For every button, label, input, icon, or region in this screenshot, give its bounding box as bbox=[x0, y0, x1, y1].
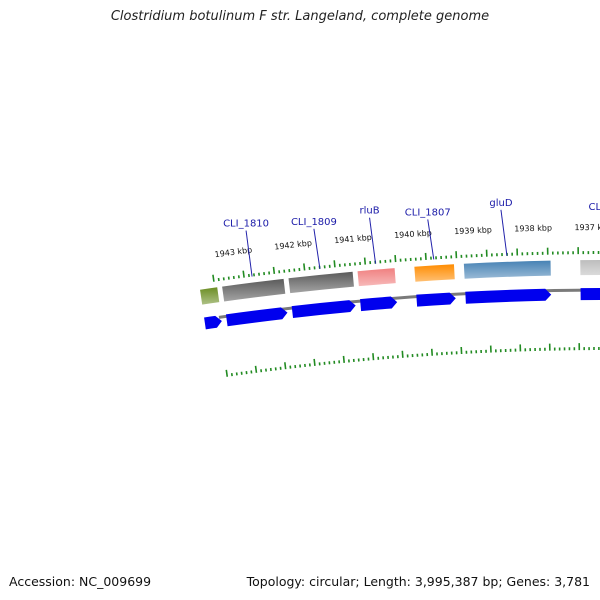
inner-tick bbox=[372, 353, 375, 361]
gene-label: CLI_1810 bbox=[223, 219, 269, 230]
gene-label: CLI_1805 bbox=[588, 202, 600, 213]
cds-arrow bbox=[291, 300, 356, 318]
kbp-label: 1939 kbp bbox=[454, 225, 492, 236]
kbp-label: 1937 kbp bbox=[574, 223, 600, 232]
genome-summary-text: Topology: circular; Length: 3,995,387 bp… bbox=[246, 574, 590, 589]
kbp-label: 1943 kbp bbox=[214, 245, 253, 259]
cds-arrow bbox=[360, 296, 398, 312]
outer-tick bbox=[363, 257, 367, 265]
gene-feature-track bbox=[200, 260, 600, 305]
inner-tick bbox=[313, 358, 316, 366]
gene-feature bbox=[580, 260, 600, 276]
accession-text: Accession: NC_009699 bbox=[9, 574, 152, 589]
gene-feature bbox=[414, 264, 455, 282]
gene-feature bbox=[463, 260, 551, 279]
cds-arrow bbox=[465, 288, 552, 304]
cds-arrow bbox=[204, 315, 222, 330]
label-leader bbox=[500, 209, 508, 256]
gene-labels: CLI_1810 CLI_1809 rluB CLI_1807 gluD CLI_1805… bbox=[223, 198, 600, 277]
gene-feature bbox=[357, 268, 396, 287]
outer-tick bbox=[394, 255, 397, 263]
inner-tick bbox=[401, 350, 404, 358]
kbp-label: 1938 kbp bbox=[514, 224, 552, 234]
cds-arrow bbox=[416, 292, 456, 307]
label-leader bbox=[313, 228, 321, 269]
outer-tick bbox=[272, 266, 276, 274]
outer-tick bbox=[212, 274, 215, 282]
inner-tick bbox=[284, 362, 287, 370]
gene-label: gluD bbox=[489, 198, 512, 209]
kbp-label: 1941 kbp bbox=[334, 233, 372, 245]
cds-track bbox=[204, 288, 600, 330]
outer-tick bbox=[333, 260, 336, 268]
kbp-label: 1942 kbp bbox=[274, 238, 312, 251]
inner-tick bbox=[254, 365, 258, 373]
gene-label: CLI_1807 bbox=[405, 207, 451, 218]
label-leader bbox=[427, 219, 435, 260]
cds-arrow bbox=[580, 288, 600, 301]
kbp-labels: 1943 kbp 1942 kbp 1941 kbp 1940 kbp 1939 kbp… bbox=[214, 223, 600, 259]
gene-label: CLI_1809 bbox=[291, 217, 337, 228]
inner-tick-track bbox=[225, 343, 600, 377]
gene-feature bbox=[288, 271, 354, 294]
label-leader bbox=[245, 230, 253, 277]
gene-label: rluB bbox=[360, 206, 380, 217]
cds-arrow bbox=[225, 307, 288, 327]
outer-tick-track bbox=[212, 247, 600, 282]
outer-tick bbox=[303, 263, 306, 271]
map-title: Clostridium botulinum F str. Langeland, … bbox=[110, 9, 490, 24]
gene-feature bbox=[200, 287, 220, 305]
kbp-label: 1940 kbp bbox=[394, 228, 432, 240]
gene-feature bbox=[222, 278, 286, 302]
label-leader bbox=[369, 217, 377, 264]
inner-tick bbox=[342, 355, 345, 363]
inner-tick bbox=[225, 369, 229, 377]
outer-tick bbox=[242, 270, 245, 278]
